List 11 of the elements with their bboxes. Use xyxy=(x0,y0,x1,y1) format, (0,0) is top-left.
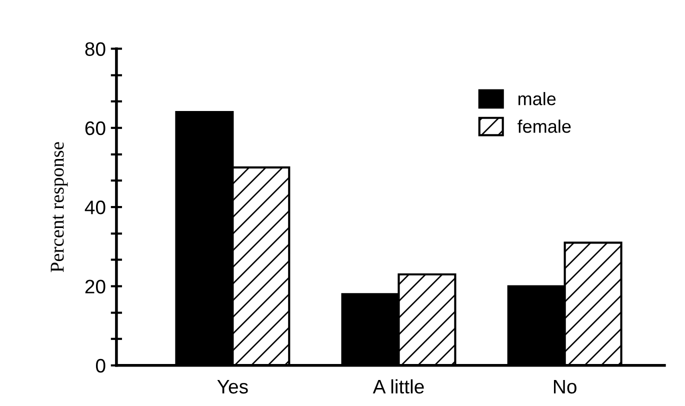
x-tick-label: A little xyxy=(372,379,424,394)
y-tick-label: 20 xyxy=(85,280,106,294)
y-axis-title: Percent response xyxy=(50,142,68,272)
x-tick-label: Yes xyxy=(217,380,248,394)
legend-label: female xyxy=(518,120,571,133)
y-tick-label: 40 xyxy=(84,200,106,214)
y-tick-label: 0 xyxy=(96,358,106,373)
x-tick-label: No xyxy=(554,380,576,394)
y-tick-label: 60 xyxy=(85,121,106,136)
y-tick-label: 80 xyxy=(85,42,106,56)
legend-label: male xyxy=(518,92,556,106)
